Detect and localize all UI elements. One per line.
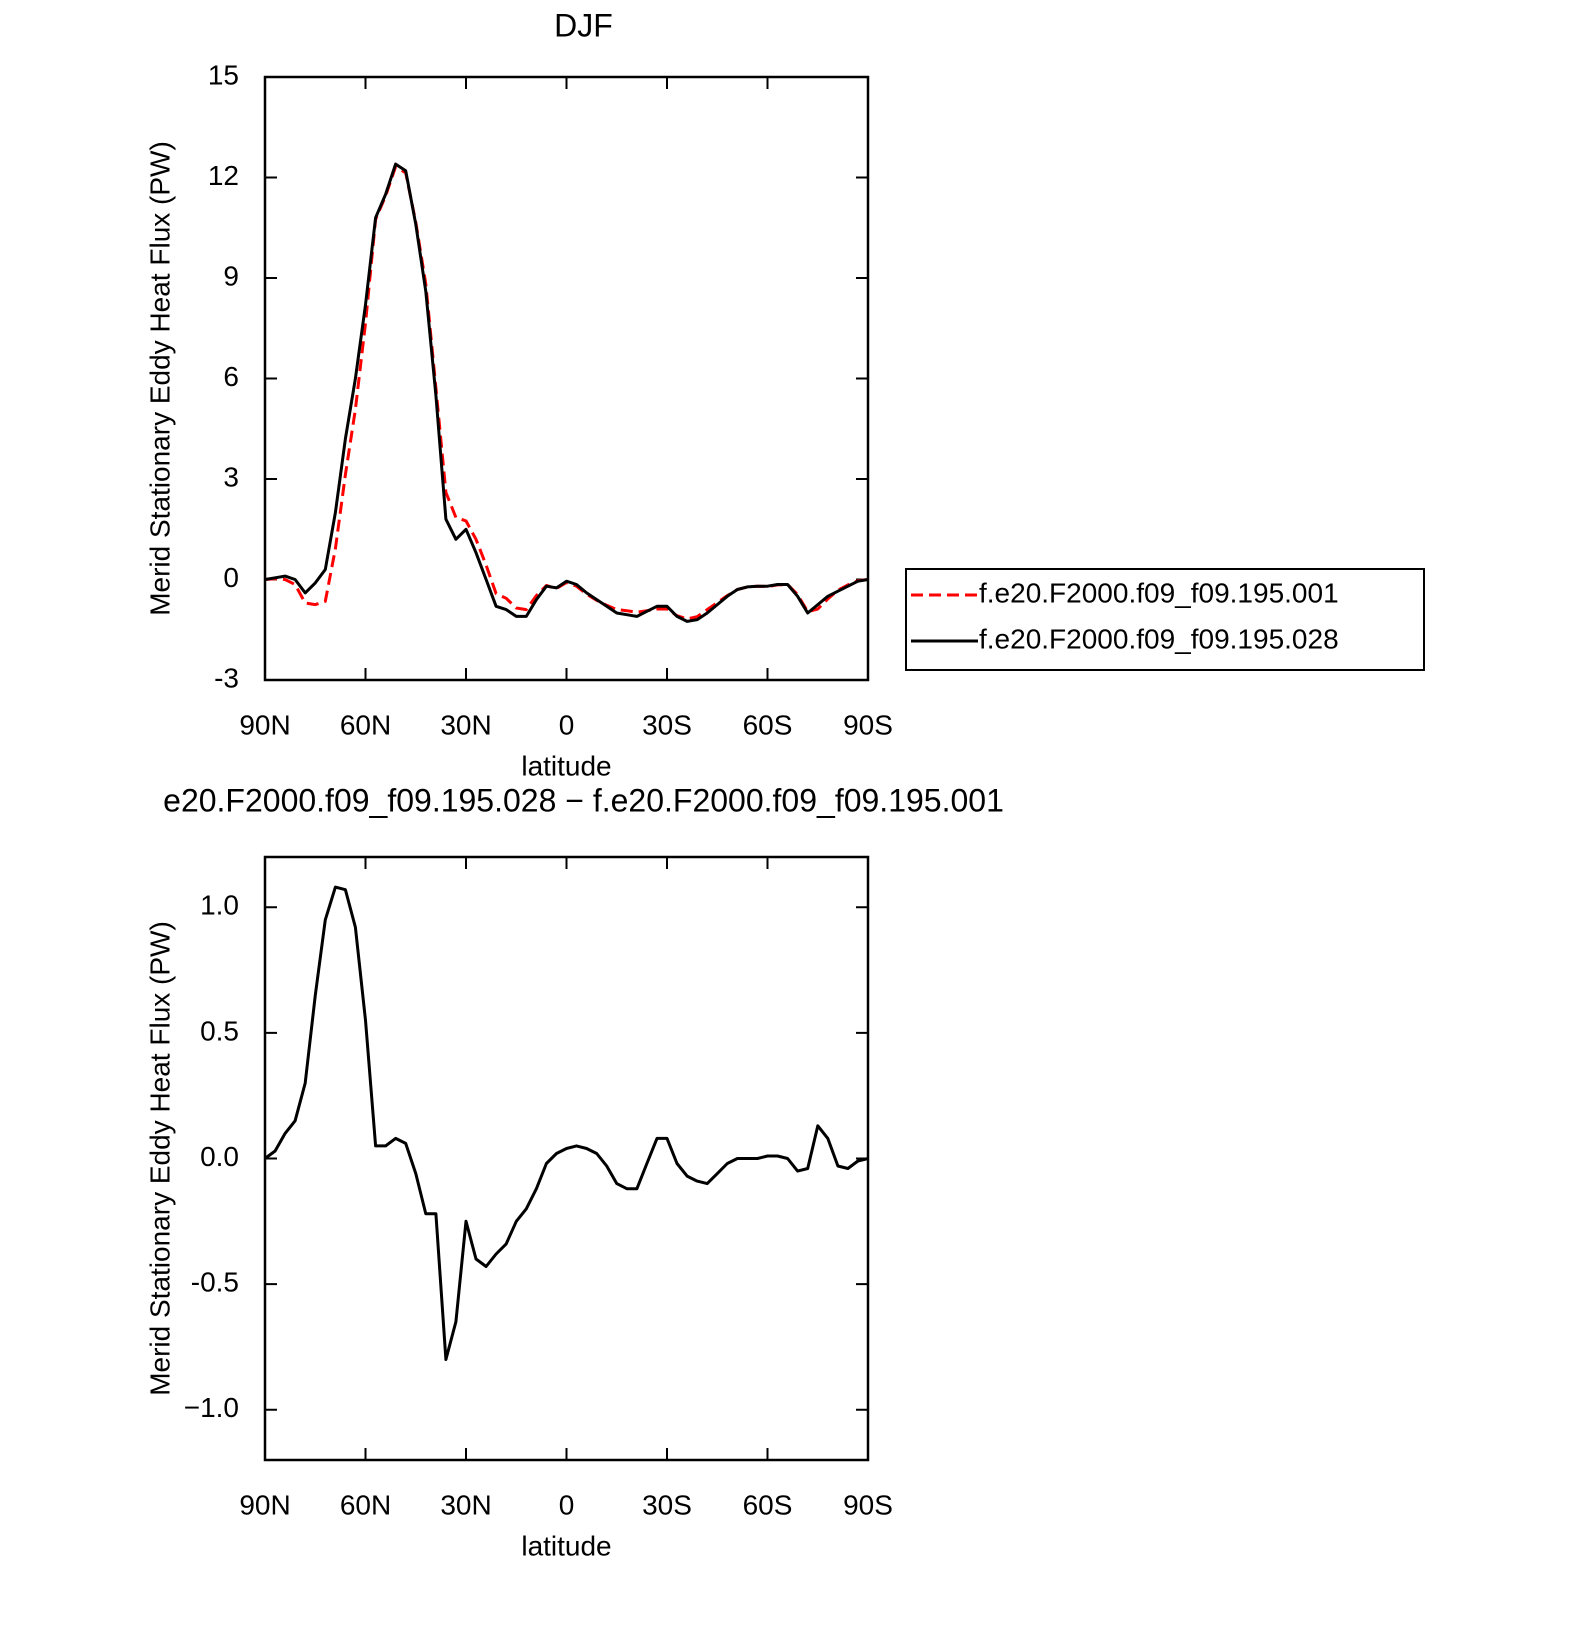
y-tick-label: 0 xyxy=(223,562,239,593)
y-axis-label: Merid Stationary Eddy Heat Flux (PW) xyxy=(144,141,175,616)
y-tick-label: 0.0 xyxy=(200,1141,239,1172)
x-tick-label: 30S xyxy=(642,709,692,740)
x-tick-label: 90S xyxy=(843,709,893,740)
y-tick-label: −1.0 xyxy=(184,1392,239,1423)
x-axis-label: latitude xyxy=(521,1530,611,1561)
legend-box xyxy=(905,568,1425,671)
x-tick-label: 0 xyxy=(559,1489,575,1520)
x-tick-label: 60N xyxy=(340,1489,391,1520)
x-tick-label: 30S xyxy=(642,1489,692,1520)
x-tick-label: 30N xyxy=(440,709,491,740)
x-tick-label: 60S xyxy=(743,1489,793,1520)
x-tick-label: 60N xyxy=(340,709,391,740)
y-tick-label: 1.0 xyxy=(200,890,239,921)
x-tick-label: 90N xyxy=(239,709,290,740)
y-axis-label: Merid Stationary Eddy Heat Flux (PW) xyxy=(144,921,175,1396)
y-tick-label: -0.5 xyxy=(191,1267,239,1298)
x-tick-label: 90N xyxy=(239,1489,290,1520)
x-tick-label: 30N xyxy=(440,1489,491,1520)
plot-frame xyxy=(263,75,870,682)
chart-title: e20.F2000.f09_f09.195.028 − f.e20.F2000.… xyxy=(163,782,1004,818)
y-tick-label: 9 xyxy=(223,260,239,291)
y-tick-label: 15 xyxy=(208,59,239,90)
x-tick-label: 60S xyxy=(743,709,793,740)
y-tick-label: 0.5 xyxy=(200,1015,239,1046)
data-line xyxy=(264,162,869,623)
legend-label: f.e20.F2000.f09_f09.195.001 xyxy=(979,577,1339,608)
data-line xyxy=(264,165,869,621)
y-tick-label: 3 xyxy=(223,461,239,492)
chart-title: DJF xyxy=(554,7,613,43)
x-tick-label: 90S xyxy=(843,1489,893,1520)
x-tick-label: 0 xyxy=(559,709,575,740)
data-line xyxy=(264,885,869,1361)
y-tick-label: 12 xyxy=(208,160,239,191)
y-tick-label: 6 xyxy=(223,361,239,392)
legend-label: f.e20.F2000.f09_f09.195.028 xyxy=(979,623,1339,654)
x-axis-label: latitude xyxy=(521,750,611,781)
y-tick-label: -3 xyxy=(214,662,239,693)
plot-frame xyxy=(263,855,870,1462)
